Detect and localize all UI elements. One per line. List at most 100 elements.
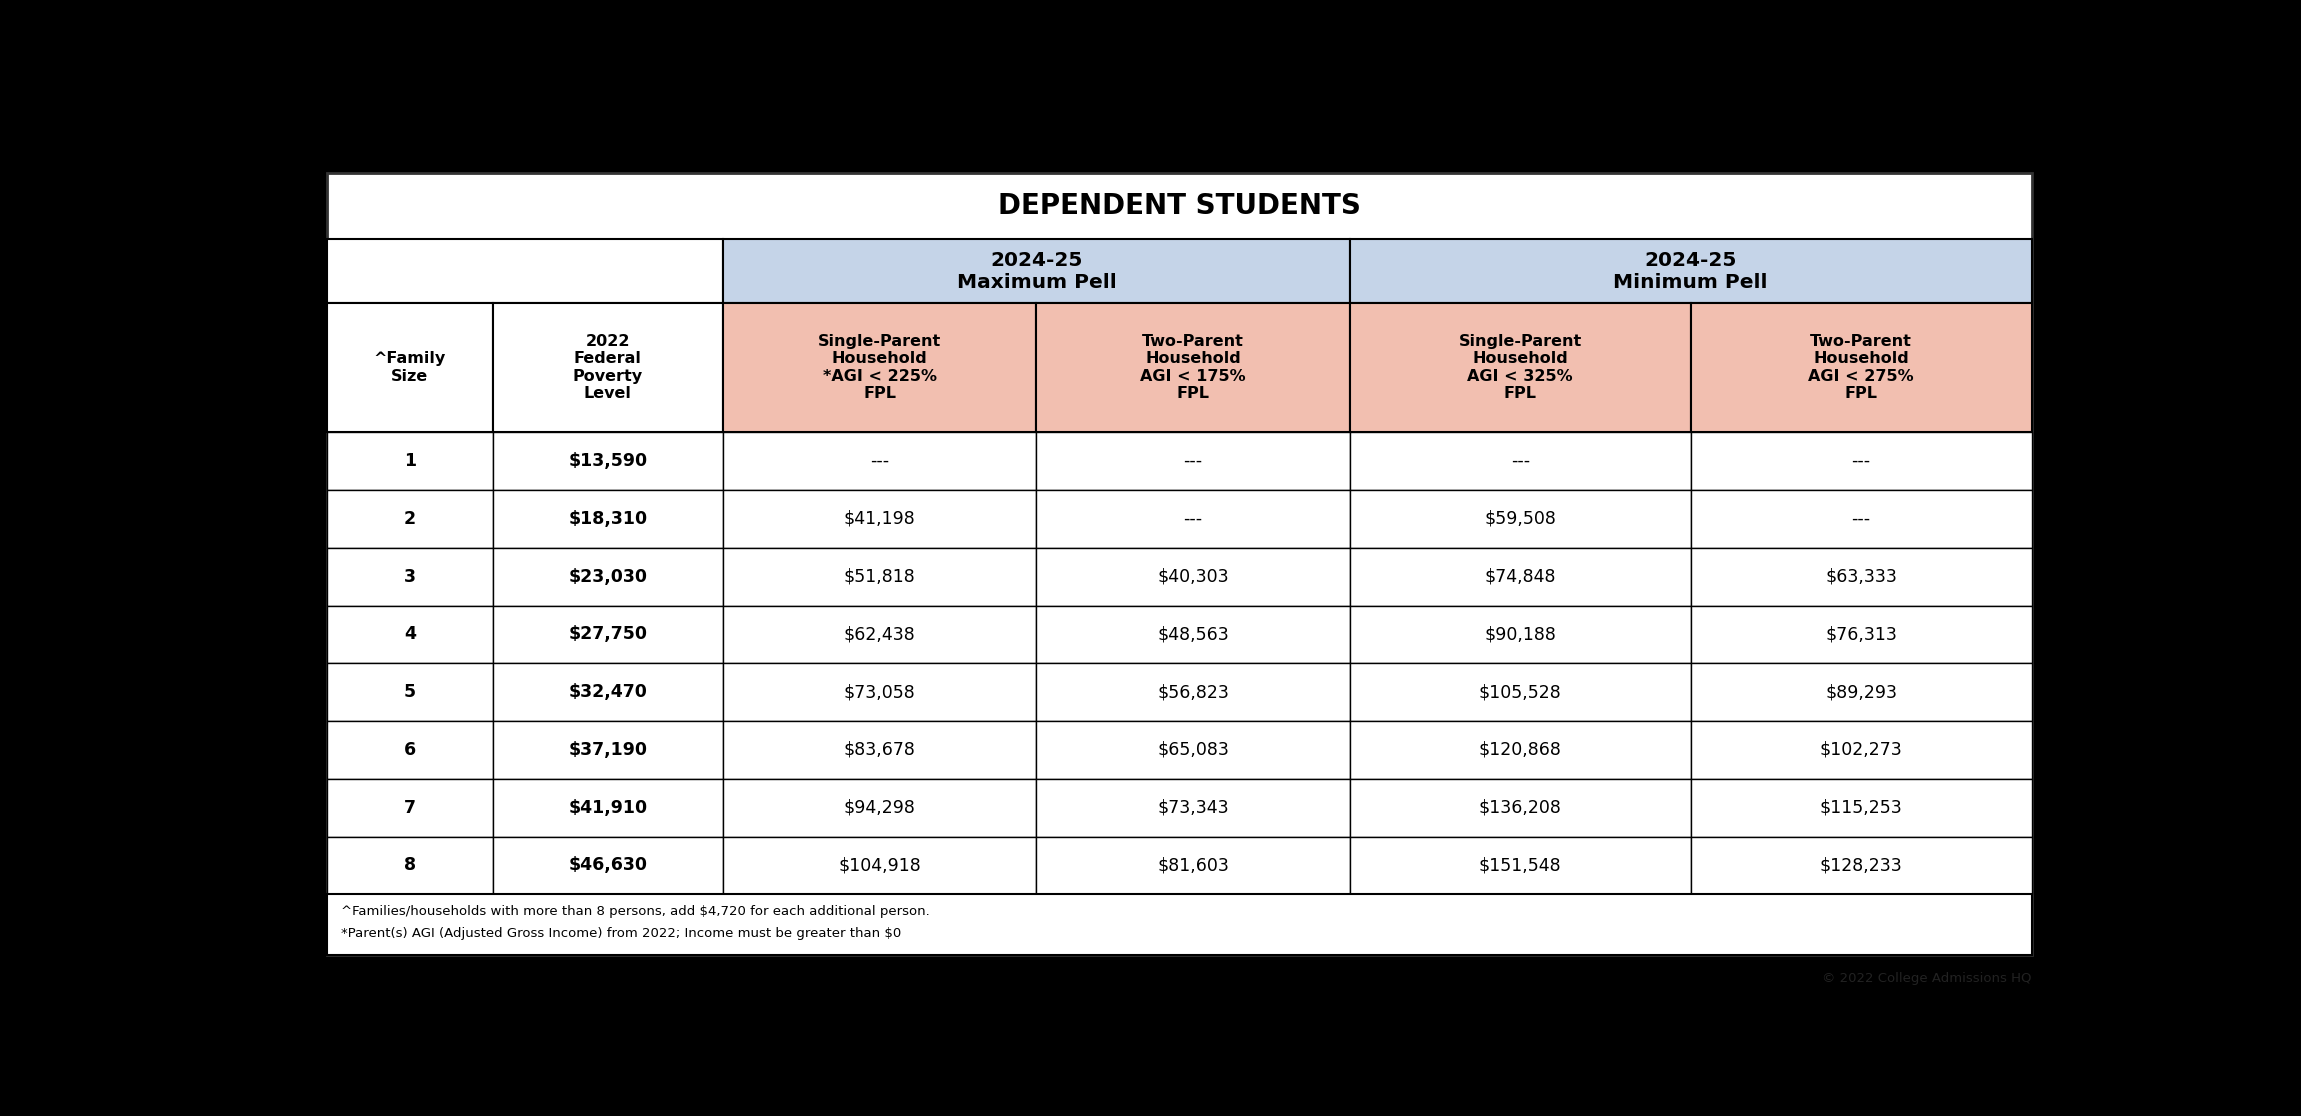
- Text: $120,868: $120,868: [1480, 741, 1562, 759]
- Bar: [492, 304, 723, 432]
- Text: $65,083: $65,083: [1157, 741, 1229, 759]
- Text: $51,818: $51,818: [844, 568, 916, 586]
- Text: Two-Parent
Household
AGI < 175%
FPL: Two-Parent Household AGI < 175% FPL: [1141, 334, 1245, 402]
- Text: $104,918: $104,918: [838, 856, 920, 875]
- Text: $41,198: $41,198: [844, 510, 916, 528]
- Text: 8: 8: [403, 856, 416, 875]
- Text: 3: 3: [403, 568, 416, 586]
- Text: $27,750: $27,750: [568, 625, 647, 644]
- Bar: [723, 304, 1035, 432]
- Text: 2: 2: [403, 510, 416, 528]
- Text: 6: 6: [403, 741, 416, 759]
- Bar: [327, 663, 492, 721]
- Bar: [327, 239, 723, 304]
- Text: $94,298: $94,298: [844, 799, 916, 817]
- Text: $13,590: $13,590: [568, 452, 647, 470]
- Bar: [723, 779, 1035, 837]
- Bar: [1691, 606, 2032, 663]
- Bar: [327, 304, 492, 432]
- Text: $62,438: $62,438: [844, 625, 916, 644]
- Bar: [1035, 779, 1351, 837]
- Text: $59,508: $59,508: [1484, 510, 1555, 528]
- Bar: [723, 606, 1035, 663]
- Bar: [723, 432, 1035, 490]
- Text: 2024-25
Maximum Pell: 2024-25 Maximum Pell: [957, 251, 1116, 291]
- Bar: [327, 606, 492, 663]
- Text: $102,273: $102,273: [1820, 741, 1903, 759]
- Text: $83,678: $83,678: [844, 741, 916, 759]
- Bar: [1035, 663, 1351, 721]
- Bar: [1035, 304, 1351, 432]
- Text: 2024-25
Minimum Pell: 2024-25 Minimum Pell: [1613, 251, 1767, 291]
- Bar: [492, 837, 723, 894]
- Text: $23,030: $23,030: [568, 568, 647, 586]
- Bar: [723, 239, 1351, 304]
- Bar: [492, 663, 723, 721]
- Bar: [723, 663, 1035, 721]
- Text: $74,848: $74,848: [1484, 568, 1555, 586]
- Text: $56,823: $56,823: [1157, 683, 1229, 701]
- Bar: [1351, 663, 1691, 721]
- Bar: [1035, 606, 1351, 663]
- Bar: [327, 779, 492, 837]
- Bar: [1035, 432, 1351, 490]
- Bar: [1351, 490, 1691, 548]
- Text: © 2022 College Admissions HQ: © 2022 College Admissions HQ: [1822, 972, 2032, 985]
- Bar: [1691, 663, 2032, 721]
- Text: $18,310: $18,310: [568, 510, 647, 528]
- Text: $115,253: $115,253: [1820, 799, 1903, 817]
- Text: 5: 5: [403, 683, 416, 701]
- Bar: [492, 548, 723, 606]
- Bar: [723, 721, 1035, 779]
- Text: DEPENDENT STUDENTS: DEPENDENT STUDENTS: [999, 192, 1360, 220]
- Text: $76,313: $76,313: [1825, 625, 1896, 644]
- Text: Single-Parent
Household
*AGI < 225%
FPL: Single-Parent Household *AGI < 225% FPL: [819, 334, 941, 402]
- Text: $32,470: $32,470: [568, 683, 647, 701]
- Text: $136,208: $136,208: [1480, 799, 1562, 817]
- Text: *Parent(s) AGI (Adjusted Gross Income) from 2022; Income must be greater than $0: *Parent(s) AGI (Adjusted Gross Income) f…: [341, 927, 902, 940]
- Bar: [1351, 837, 1691, 894]
- Bar: [723, 490, 1035, 548]
- Text: ---: ---: [1183, 452, 1203, 470]
- Text: $73,343: $73,343: [1157, 799, 1229, 817]
- Text: $81,603: $81,603: [1157, 856, 1229, 875]
- Text: Single-Parent
Household
AGI < 325%
FPL: Single-Parent Household AGI < 325% FPL: [1459, 334, 1581, 402]
- Text: ---: ---: [1852, 510, 1871, 528]
- Text: $73,058: $73,058: [844, 683, 916, 701]
- Bar: [1351, 239, 2032, 304]
- Bar: [1035, 721, 1351, 779]
- Bar: [1351, 304, 1691, 432]
- Bar: [492, 721, 723, 779]
- Bar: [1351, 432, 1691, 490]
- Bar: [492, 490, 723, 548]
- Text: 2022
Federal
Poverty
Level: 2022 Federal Poverty Level: [573, 334, 642, 402]
- Bar: [327, 432, 492, 490]
- Bar: [492, 606, 723, 663]
- Bar: [1691, 490, 2032, 548]
- Bar: [1035, 490, 1351, 548]
- Text: $41,910: $41,910: [568, 799, 647, 817]
- Bar: [723, 548, 1035, 606]
- Text: ---: ---: [870, 452, 888, 470]
- Text: 1: 1: [403, 452, 416, 470]
- Bar: [1691, 837, 2032, 894]
- Bar: [1035, 837, 1351, 894]
- Bar: [327, 721, 492, 779]
- Text: $89,293: $89,293: [1825, 683, 1898, 701]
- Bar: [327, 490, 492, 548]
- Text: $63,333: $63,333: [1825, 568, 1896, 586]
- Text: ^Family
Size: ^Family Size: [373, 352, 446, 384]
- Text: 4: 4: [403, 625, 416, 644]
- Bar: [1351, 721, 1691, 779]
- Text: $128,233: $128,233: [1820, 856, 1903, 875]
- Text: ^Families/households with more than 8 persons, add $4,720 for each additional pe: ^Families/households with more than 8 pe…: [341, 905, 930, 917]
- Bar: [327, 837, 492, 894]
- Bar: [327, 894, 2032, 954]
- Bar: [492, 779, 723, 837]
- Text: ---: ---: [1512, 452, 1530, 470]
- Bar: [1351, 548, 1691, 606]
- Bar: [1691, 548, 2032, 606]
- Bar: [1035, 548, 1351, 606]
- Text: ---: ---: [1183, 510, 1203, 528]
- Text: ---: ---: [1852, 452, 1871, 470]
